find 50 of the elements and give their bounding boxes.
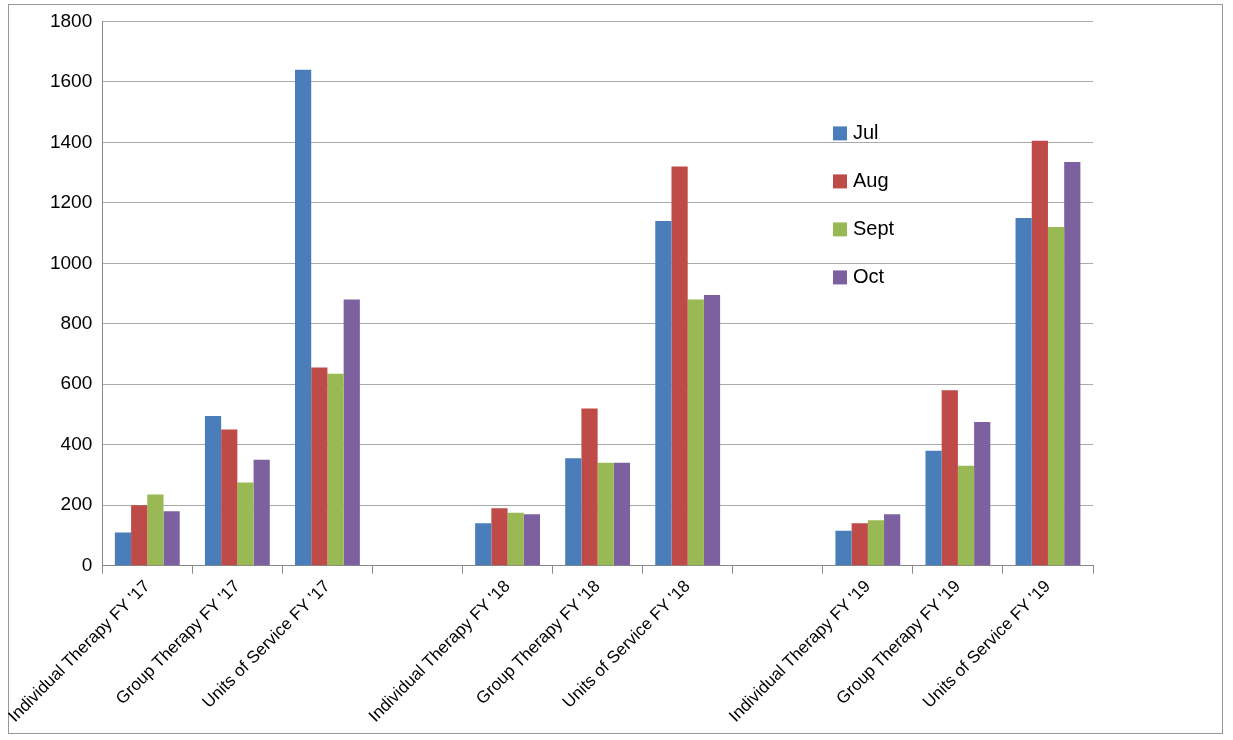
bar (957, 465, 975, 566)
bar (221, 429, 238, 566)
bar (311, 367, 328, 566)
y-tick-label: 200 (60, 493, 93, 515)
legend-label: Oct (853, 264, 885, 287)
bar (147, 494, 164, 566)
y-tick-label: 1600 (49, 70, 93, 92)
y-tick-label: 0 (81, 553, 93, 575)
bar (597, 462, 614, 566)
bar (475, 523, 492, 566)
bar (884, 514, 901, 566)
y-tick-label: 1800 (49, 9, 93, 31)
bar (1015, 217, 1032, 566)
bar (491, 508, 508, 566)
y-tick-label: 800 (60, 311, 93, 333)
bar (327, 373, 344, 566)
y-tick-label: 600 (60, 372, 93, 394)
bar (867, 520, 885, 566)
bar (507, 512, 524, 566)
y-tick-label: 1400 (49, 130, 93, 152)
y-tick-label: 400 (60, 432, 93, 454)
bar (974, 422, 991, 566)
bar (925, 450, 942, 566)
bar (687, 299, 704, 566)
bar (1064, 162, 1081, 566)
bar (295, 69, 312, 566)
bar (565, 458, 582, 566)
legend-label: Aug (853, 168, 889, 191)
bar (523, 514, 540, 566)
bar (114, 532, 132, 566)
bar (1031, 140, 1048, 566)
y-tick-label: 1000 (49, 251, 93, 273)
bar (613, 462, 631, 566)
bar (671, 166, 688, 566)
bar (343, 299, 360, 566)
bar (703, 295, 721, 566)
bar (581, 408, 598, 566)
bar (253, 459, 270, 566)
legend-label: Jul (853, 120, 879, 143)
bar (655, 220, 672, 566)
bar (237, 482, 254, 566)
bar (835, 530, 852, 566)
bar (163, 511, 180, 566)
bar (1047, 227, 1065, 566)
bar (941, 390, 958, 566)
y-tick-label: 1200 (49, 191, 93, 213)
bar (131, 505, 148, 566)
bar (851, 523, 868, 566)
legend-label: Sept (853, 216, 895, 239)
bar (204, 415, 222, 566)
